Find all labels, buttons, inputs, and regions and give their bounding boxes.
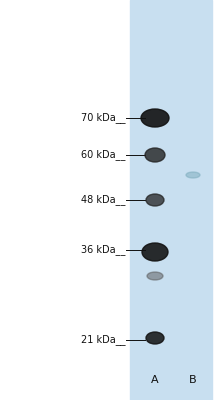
Text: 21 kDa__: 21 kDa__ [81, 334, 125, 346]
Ellipse shape [146, 194, 164, 206]
Ellipse shape [142, 243, 168, 261]
Text: 70 kDa__: 70 kDa__ [81, 112, 125, 124]
Text: 36 kDa__: 36 kDa__ [81, 244, 125, 256]
Ellipse shape [141, 109, 169, 127]
Bar [130, 0, 212, 400]
Ellipse shape [146, 332, 164, 344]
Text: 48 kDa__: 48 kDa__ [81, 194, 125, 206]
Text: 60 kDa__: 60 kDa__ [81, 150, 125, 160]
Text: B: B [189, 375, 197, 385]
Ellipse shape [145, 148, 165, 162]
Ellipse shape [186, 172, 200, 178]
Ellipse shape [147, 272, 163, 280]
Text: A: A [151, 375, 159, 385]
